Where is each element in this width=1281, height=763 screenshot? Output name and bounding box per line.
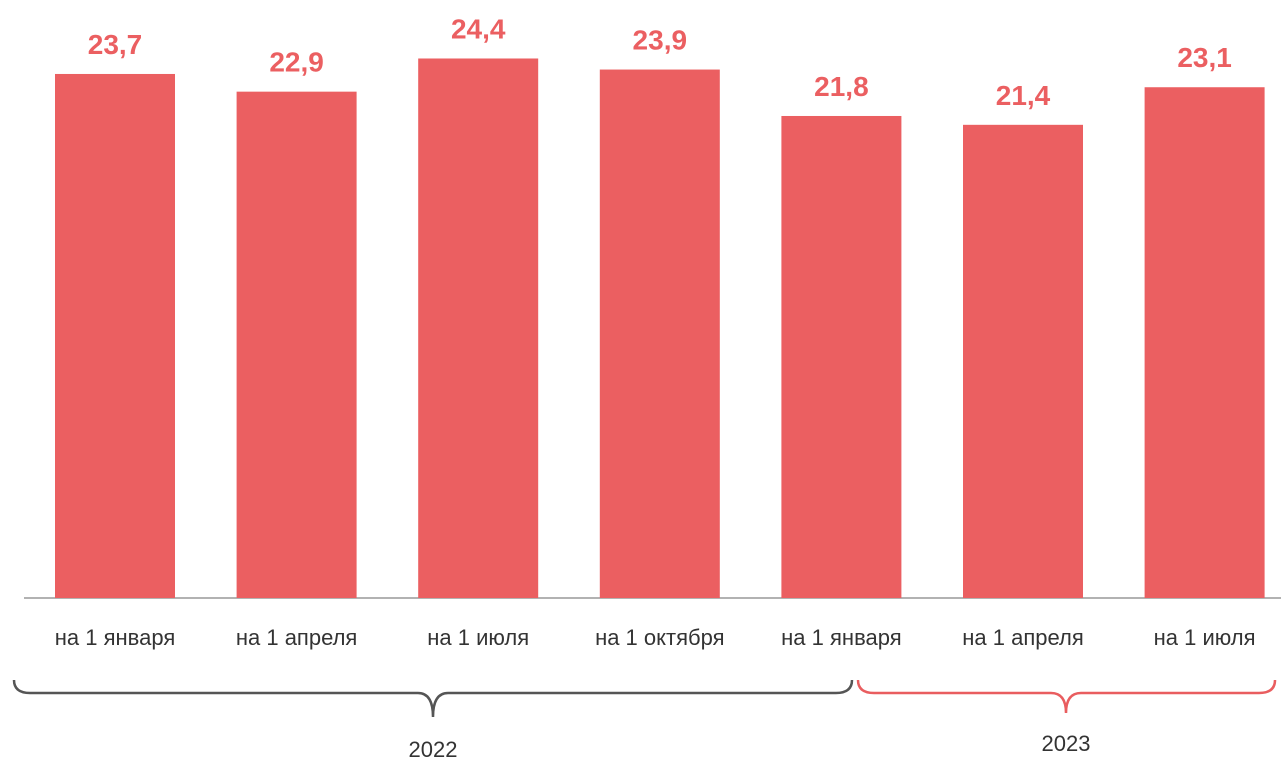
x-tick-label: на 1 апреля — [962, 625, 1083, 650]
group-label: 2023 — [1042, 731, 1091, 756]
bar — [55, 73, 175, 598]
bar — [599, 69, 720, 599]
year-bracket — [12, 679, 854, 718]
x-tick-label: на 1 января — [55, 625, 175, 650]
x-tick-label: на 1 июля — [1154, 625, 1256, 650]
value-label: 22,9 — [269, 47, 324, 78]
bar — [1144, 87, 1265, 598]
value-label: 23,1 — [1177, 42, 1232, 73]
value-label: 23,9 — [633, 25, 688, 56]
bar — [963, 124, 1083, 599]
value-label: 21,4 — [996, 80, 1051, 111]
x-tick-label: на 1 октября — [595, 625, 724, 650]
bar — [418, 58, 539, 598]
value-label: 24,4 — [451, 13, 506, 44]
value-label: 21,8 — [814, 71, 869, 102]
bar — [236, 91, 357, 599]
group-label: 2022 — [409, 737, 458, 762]
x-tick-label: на 1 января — [781, 625, 901, 650]
x-tick-label: на 1 июля — [427, 625, 529, 650]
value-label: 23,7 — [88, 29, 143, 60]
year-bracket — [856, 679, 1277, 714]
bar — [781, 115, 902, 598]
x-tick-label: на 1 апреля — [236, 625, 357, 650]
